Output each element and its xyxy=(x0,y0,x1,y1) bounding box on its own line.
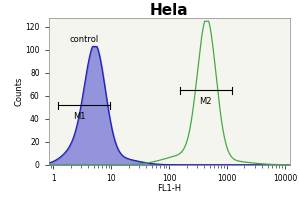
Text: M1: M1 xyxy=(73,112,86,121)
Y-axis label: Counts: Counts xyxy=(15,77,24,106)
X-axis label: FL1-H: FL1-H xyxy=(157,184,181,193)
Text: control: control xyxy=(70,35,99,44)
Title: Hela: Hela xyxy=(150,3,188,18)
Text: M2: M2 xyxy=(200,97,212,106)
